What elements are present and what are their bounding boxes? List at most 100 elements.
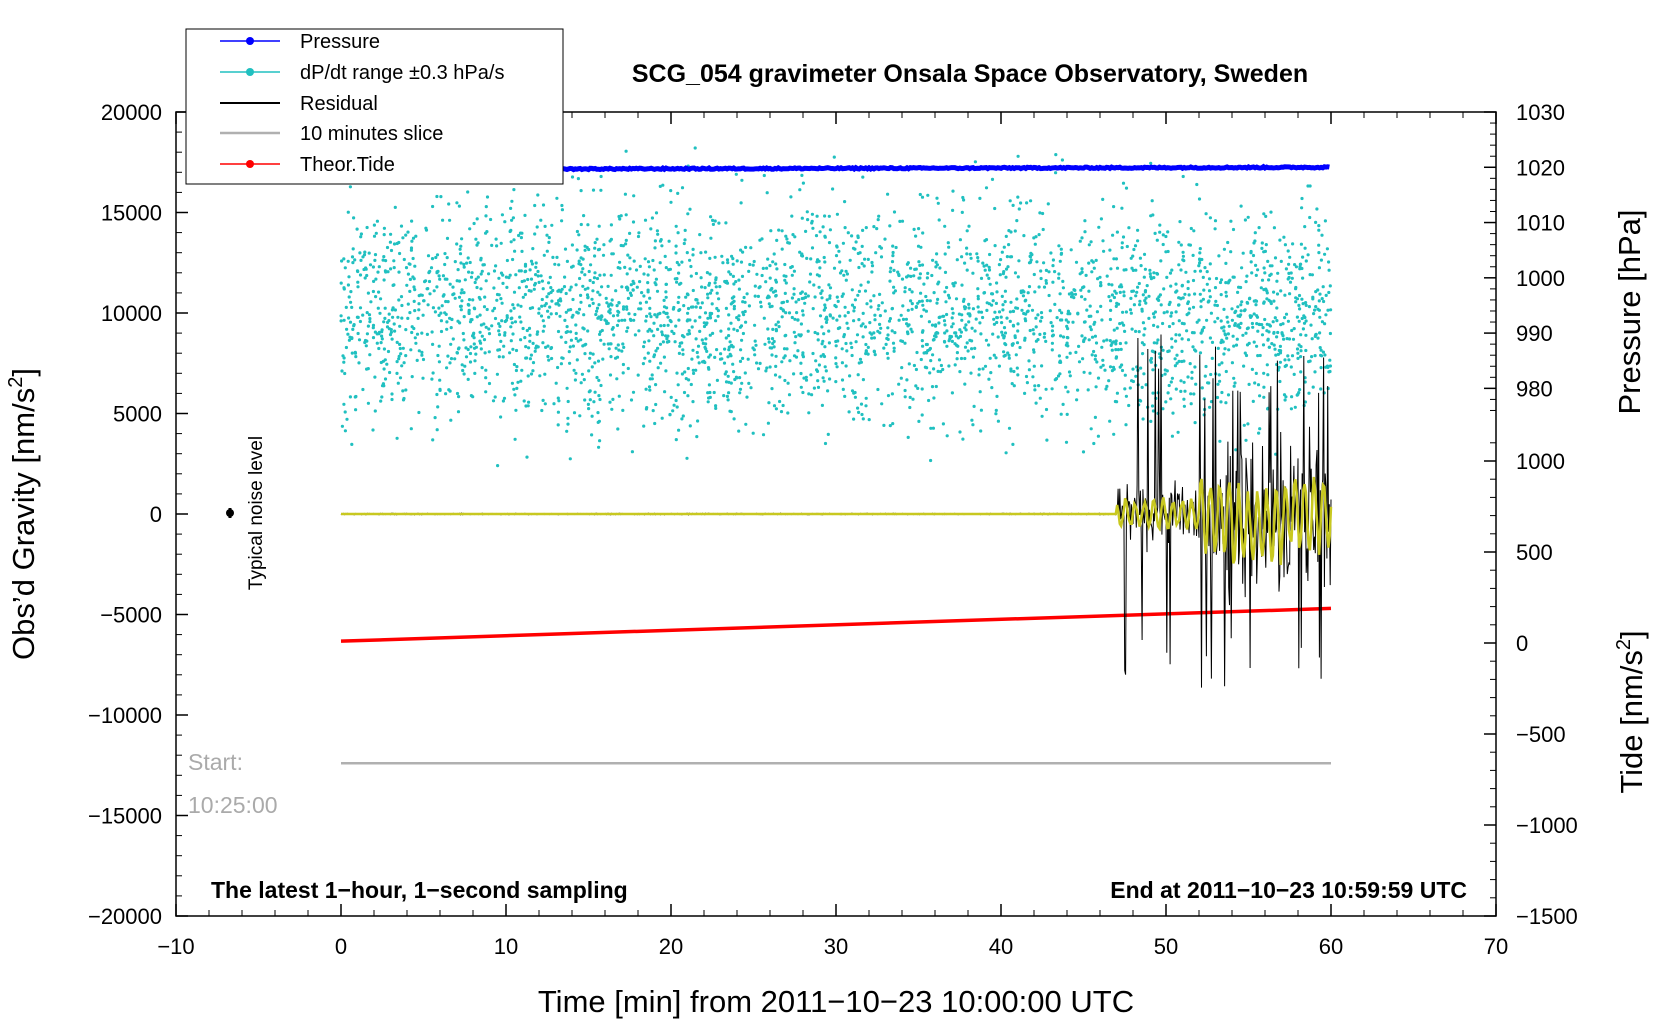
dpdt-point <box>1000 294 1004 298</box>
dpdt-point <box>816 385 821 389</box>
dpdt-point <box>914 305 918 309</box>
dpdt-point <box>479 272 483 276</box>
dpdt-point <box>1321 350 1325 354</box>
dpdt-point <box>978 196 982 200</box>
dpdt-point <box>699 251 703 255</box>
dpdt-point <box>523 213 527 217</box>
dpdt-point <box>929 458 933 463</box>
dpdt-point <box>467 298 472 302</box>
dpdt-point <box>451 285 455 289</box>
dpdt-point <box>503 333 507 337</box>
dpdt-point <box>390 308 394 312</box>
dpdt-point <box>1116 348 1120 352</box>
dpdt-point <box>1073 292 1078 296</box>
dpdt-point <box>792 292 796 296</box>
dpdt-point <box>931 353 935 357</box>
dpdt-point <box>714 319 718 323</box>
dpdt-point <box>1322 299 1326 304</box>
dpdt-point <box>792 354 797 358</box>
dpdt-point <box>610 298 614 302</box>
dpdt-point <box>1066 320 1070 324</box>
dpdt-point <box>958 334 963 338</box>
dpdt-point <box>654 349 658 353</box>
dpdt-point <box>983 364 988 368</box>
dpdt-point <box>662 298 666 302</box>
dpdt-point <box>666 315 670 319</box>
dpdt-point <box>937 358 942 362</box>
dpdt-point <box>744 320 748 324</box>
dpdt-point <box>1174 333 1178 337</box>
dpdt-point <box>1083 297 1087 301</box>
dpdt-point <box>516 380 520 384</box>
dpdt-point <box>554 302 558 306</box>
dpdt-point <box>478 339 482 343</box>
dpdt-point <box>1292 327 1296 331</box>
dpdt-point <box>630 450 635 454</box>
dpdt-point <box>692 371 696 375</box>
dpdt-point <box>713 355 717 359</box>
dpdt-point <box>826 432 830 436</box>
dpdt-point <box>688 424 692 428</box>
dpdt-point <box>628 256 632 260</box>
dpdt-point <box>1258 394 1262 398</box>
dpdt-point <box>1152 276 1156 280</box>
dpdt-point <box>1041 211 1045 216</box>
dpdt-point <box>354 355 358 359</box>
dpdt-point <box>691 247 695 251</box>
dpdt-point <box>785 299 789 303</box>
dpdt-point <box>739 260 744 264</box>
dpdt-point <box>1130 327 1134 331</box>
dpdt-point <box>462 291 466 295</box>
dpdt-point <box>727 313 731 317</box>
dpdt-point <box>868 321 872 325</box>
dpdt-point <box>1193 292 1197 296</box>
dpdt-point <box>686 366 690 371</box>
dpdt-point <box>1115 301 1119 305</box>
dpdt-point <box>1011 309 1016 313</box>
dpdt-point <box>945 329 949 333</box>
dpdt-point <box>1038 332 1042 336</box>
dpdt-point <box>982 264 986 268</box>
dpdt-point <box>616 343 620 347</box>
dpdt-point <box>879 326 883 330</box>
dpdt-point <box>676 300 680 305</box>
dpdt-point <box>1275 279 1279 283</box>
dpdt-point <box>404 328 408 332</box>
dpdt-point <box>1216 382 1220 386</box>
dpdt-point <box>1203 374 1207 378</box>
dpdt-point <box>581 284 585 288</box>
dpdt-point <box>556 396 560 400</box>
dpdt-point <box>1191 305 1196 309</box>
dpdt-point <box>512 306 516 310</box>
dpdt-point <box>859 283 863 287</box>
dpdt-point <box>490 243 494 247</box>
dpdt-point <box>1157 352 1162 356</box>
dpdt-point <box>772 345 776 349</box>
dpdt-point <box>683 370 687 374</box>
dpdt-point <box>730 254 734 258</box>
dpdt-point <box>571 297 575 302</box>
dpdt-point <box>948 334 952 338</box>
dpdt-point <box>582 313 586 317</box>
dpdt-point <box>1152 323 1156 327</box>
dpdt-point <box>670 329 674 333</box>
dpdt-point <box>1128 308 1133 312</box>
dpdt-point <box>1112 328 1116 332</box>
dpdt-point <box>1020 308 1024 312</box>
dpdt-point <box>608 400 612 404</box>
dpdt-point <box>616 313 620 317</box>
dpdt-point <box>828 313 832 317</box>
dpdt-point <box>548 305 552 309</box>
dpdt-point <box>511 216 515 220</box>
dpdt-point <box>1166 391 1170 395</box>
dpdt-point <box>1242 364 1246 368</box>
dpdt-point <box>379 297 383 301</box>
dpdt-point <box>355 227 359 231</box>
dpdt-point <box>1205 282 1209 286</box>
dpdt-point <box>988 356 992 360</box>
dpdt-point <box>1165 275 1169 279</box>
dpdt-point <box>749 246 753 250</box>
dpdt-point <box>1236 305 1240 309</box>
dpdt-point <box>956 344 960 348</box>
dpdt-point <box>556 365 560 370</box>
